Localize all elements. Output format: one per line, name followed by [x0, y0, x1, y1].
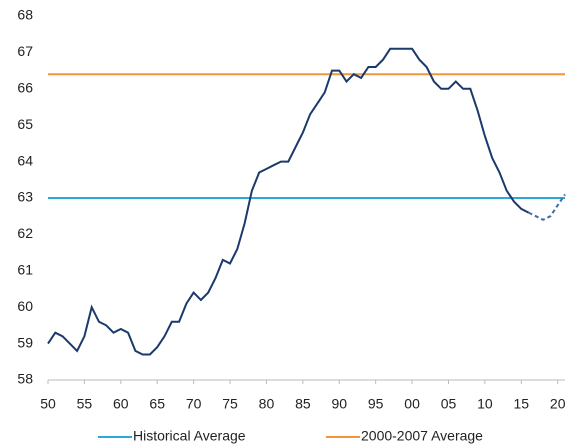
y-tick-label: 63 [17, 189, 33, 205]
x-tick-label: 80 [259, 396, 275, 412]
legend-label: 2000-2007 Average [361, 428, 483, 444]
y-tick-label: 66 [17, 80, 33, 96]
y-tick-label: 62 [17, 225, 33, 241]
y-tick-label: 58 [17, 371, 33, 387]
x-tick-label: 95 [368, 396, 384, 412]
y-tick-label: 60 [17, 298, 33, 314]
x-tick-label: 60 [113, 396, 129, 412]
y-tick-label: 64 [17, 152, 33, 168]
x-tick-label: 10 [477, 396, 493, 412]
x-tick-label: 50 [40, 396, 56, 412]
y-tick-label: 65 [17, 116, 33, 132]
y-tick-label: 67 [17, 43, 33, 59]
x-tick-label: 90 [331, 396, 347, 412]
x-tick-label: 75 [222, 396, 238, 412]
x-tick-label: 55 [77, 396, 93, 412]
x-tick-label: 65 [149, 396, 165, 412]
y-tick-label: 61 [17, 262, 33, 278]
x-tick-label: 85 [295, 396, 311, 412]
x-tick-label: 70 [186, 396, 202, 412]
legend-label: Historical Average [133, 428, 246, 444]
x-tick-label: 20 [550, 396, 566, 412]
y-tick-label: 68 [17, 7, 33, 23]
x-tick-label: 00 [404, 396, 420, 412]
x-tick-label: 05 [441, 396, 457, 412]
x-tick-label: 15 [514, 396, 530, 412]
series-line [47, 47, 530, 356]
y-tick-label: 59 [17, 334, 33, 350]
